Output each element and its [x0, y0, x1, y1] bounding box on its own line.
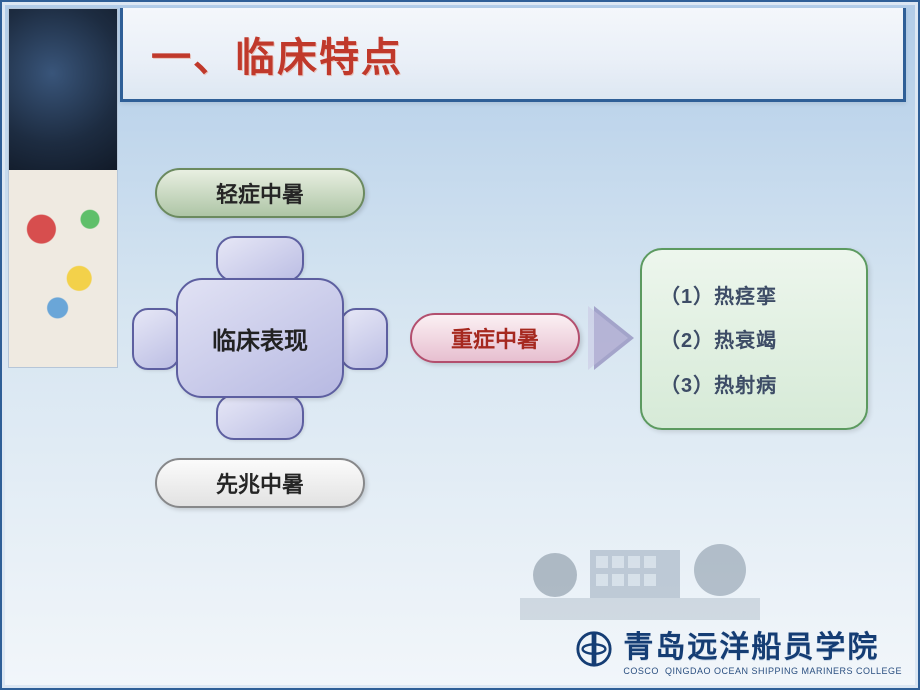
arrow-icon: [594, 306, 634, 370]
logo-text-block: 青岛远洋船员学院 COSCO QINGDAO OCEAN SHIPPING MA…: [623, 622, 902, 676]
hub-arm-top: [216, 236, 304, 282]
hub-label: 临床表现: [212, 321, 308, 356]
hub-clinical-manifestation: 临床表现: [132, 236, 388, 440]
hub-arm-left: [132, 308, 180, 370]
scenery-illustration: [520, 520, 760, 620]
pill-label: 轻症中暑: [216, 177, 304, 209]
result-box: （1）热痉挛 （2）热衰竭 （3）热射病: [640, 248, 868, 430]
decorative-photo: [8, 8, 118, 368]
pill-premonitory-heatstroke: 先兆中暑: [155, 458, 365, 508]
hub-arm-bottom: [216, 394, 304, 440]
footer-logo: 青岛远洋船员学院 COSCO QINGDAO OCEAN SHIPPING MA…: [575, 622, 902, 676]
result-item: （1）热痉挛: [660, 280, 848, 309]
pill-severe-heatstroke: 重症中暑: [410, 313, 580, 363]
slide-title: 一、临床特点: [151, 25, 403, 83]
result-item: （2）热衰竭: [660, 324, 848, 353]
hub-body: 临床表现: [176, 278, 344, 398]
pill-mild-heatstroke: 轻症中暑: [155, 168, 365, 218]
result-item: （3）热射病: [660, 369, 848, 398]
pill-label: 先兆中暑: [216, 467, 304, 499]
logo-en: COSCO QINGDAO OCEAN SHIPPING MARINERS CO…: [623, 666, 902, 676]
logo-cn: 青岛远洋船员学院: [623, 622, 902, 666]
pill-label: 重症中暑: [451, 322, 539, 354]
logo-icon: [575, 630, 613, 668]
title-bar: 一、临床特点: [120, 8, 906, 102]
hub-arm-right: [340, 308, 388, 370]
